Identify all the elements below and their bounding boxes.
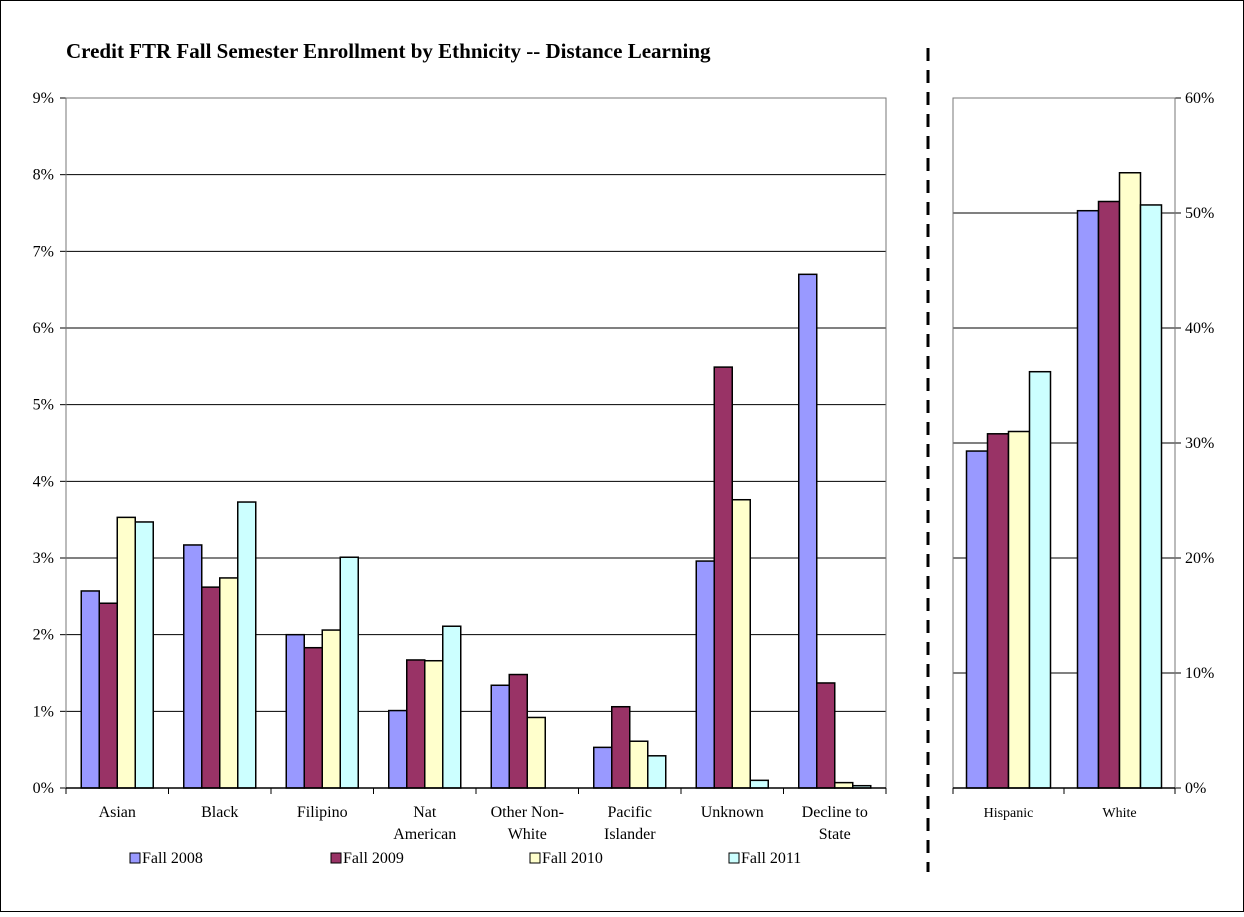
- x-category-label: Nat: [413, 804, 437, 821]
- bar: [508, 673, 528, 789]
- y-tick-label: 3%: [33, 550, 54, 567]
- bar: [237, 501, 257, 789]
- legend-label: Fall 2010: [542, 850, 603, 867]
- legend: Fall 2008 Fall 2009 Fall 2010 Fall 2011: [129, 850, 801, 867]
- bar: [339, 556, 359, 789]
- bar: [749, 779, 769, 789]
- y-tick-label: 40%: [1185, 320, 1214, 337]
- bar: [816, 682, 836, 789]
- bar: [647, 755, 667, 789]
- bar: [986, 433, 1010, 789]
- bar: [593, 746, 613, 789]
- bar: [1118, 172, 1142, 789]
- x-category-label: White: [1102, 806, 1136, 821]
- bar: [1007, 430, 1031, 789]
- y-tick-label: 60%: [1185, 90, 1214, 107]
- y-tick-label: 0%: [1185, 780, 1206, 797]
- y-tick-label: 20%: [1185, 550, 1214, 567]
- bar: [303, 646, 323, 789]
- bar: [406, 659, 426, 789]
- bar: [134, 521, 154, 789]
- bar: [321, 629, 341, 789]
- left-panel: 0% 1% 2% 3% 4% 5% 6% 7% 8% 9% Asian Black Filipino Na…: [33, 90, 887, 843]
- y-tick-label: 2%: [33, 627, 54, 644]
- y-tick-label: 0%: [33, 780, 54, 797]
- x-category-label: State: [819, 826, 851, 843]
- y-tick-label: 8%: [33, 167, 54, 184]
- legend-swatch: [728, 852, 740, 864]
- x-category-label: Islander: [604, 826, 656, 843]
- y-tick-label: 30%: [1185, 435, 1214, 452]
- bar: [388, 709, 408, 789]
- bar: [424, 659, 444, 789]
- bar: [731, 498, 751, 789]
- x-category-label: Black: [201, 804, 238, 821]
- bar: [1028, 370, 1052, 789]
- bar: [80, 590, 100, 789]
- bar: [695, 560, 715, 789]
- y-tick-label: 10%: [1185, 665, 1214, 682]
- y-tick-label: 1%: [33, 703, 54, 720]
- x-category-label: Unknown: [701, 804, 764, 821]
- bar: [201, 586, 221, 789]
- bar: [98, 602, 118, 789]
- x-category-label: Pacific: [608, 804, 652, 821]
- legend-swatch: [330, 852, 342, 864]
- bar: [219, 577, 239, 789]
- y-tick-label: 7%: [33, 243, 54, 260]
- y-tick-label: 50%: [1185, 205, 1214, 222]
- bar: [713, 366, 733, 789]
- bar: [1076, 209, 1100, 789]
- x-category-label: Other Non-: [491, 804, 564, 821]
- x-category-label: White: [508, 826, 547, 843]
- chart-title: Credit FTR Fall Semester Enrollment by E…: [66, 39, 711, 63]
- x-category-label: Hispanic: [984, 806, 1034, 821]
- bar: [285, 633, 305, 789]
- bar: [490, 684, 510, 789]
- bar: [629, 740, 649, 789]
- legend-label: Fall 2008: [142, 850, 203, 867]
- y-tick-label: 5%: [33, 397, 54, 414]
- bar: [1139, 204, 1163, 789]
- legend-label: Fall 2009: [343, 850, 404, 867]
- x-category-label: American: [393, 826, 456, 843]
- bar: [965, 450, 989, 789]
- bar: [183, 544, 203, 789]
- x-category-label: Asian: [99, 804, 136, 821]
- bar: [611, 705, 631, 789]
- y-tick-label: 4%: [33, 473, 54, 490]
- x-category-label: Decline to: [802, 804, 868, 821]
- bar: [1097, 200, 1121, 789]
- bar: [442, 625, 462, 789]
- legend-label: Fall 2011: [741, 850, 801, 867]
- legend-swatch: [529, 852, 541, 864]
- bar: [834, 781, 854, 789]
- y-tick-label: 6%: [33, 320, 54, 337]
- bar: [116, 516, 136, 789]
- bar: [798, 273, 818, 789]
- bar: [526, 716, 546, 789]
- legend-swatch: [129, 852, 141, 864]
- right-panel: 0% 10% 20% 30% 40% 50% 60% Hispanic White: [952, 90, 1214, 821]
- y-tick-label: 9%: [33, 90, 54, 107]
- x-category-label: Filipino: [297, 804, 348, 821]
